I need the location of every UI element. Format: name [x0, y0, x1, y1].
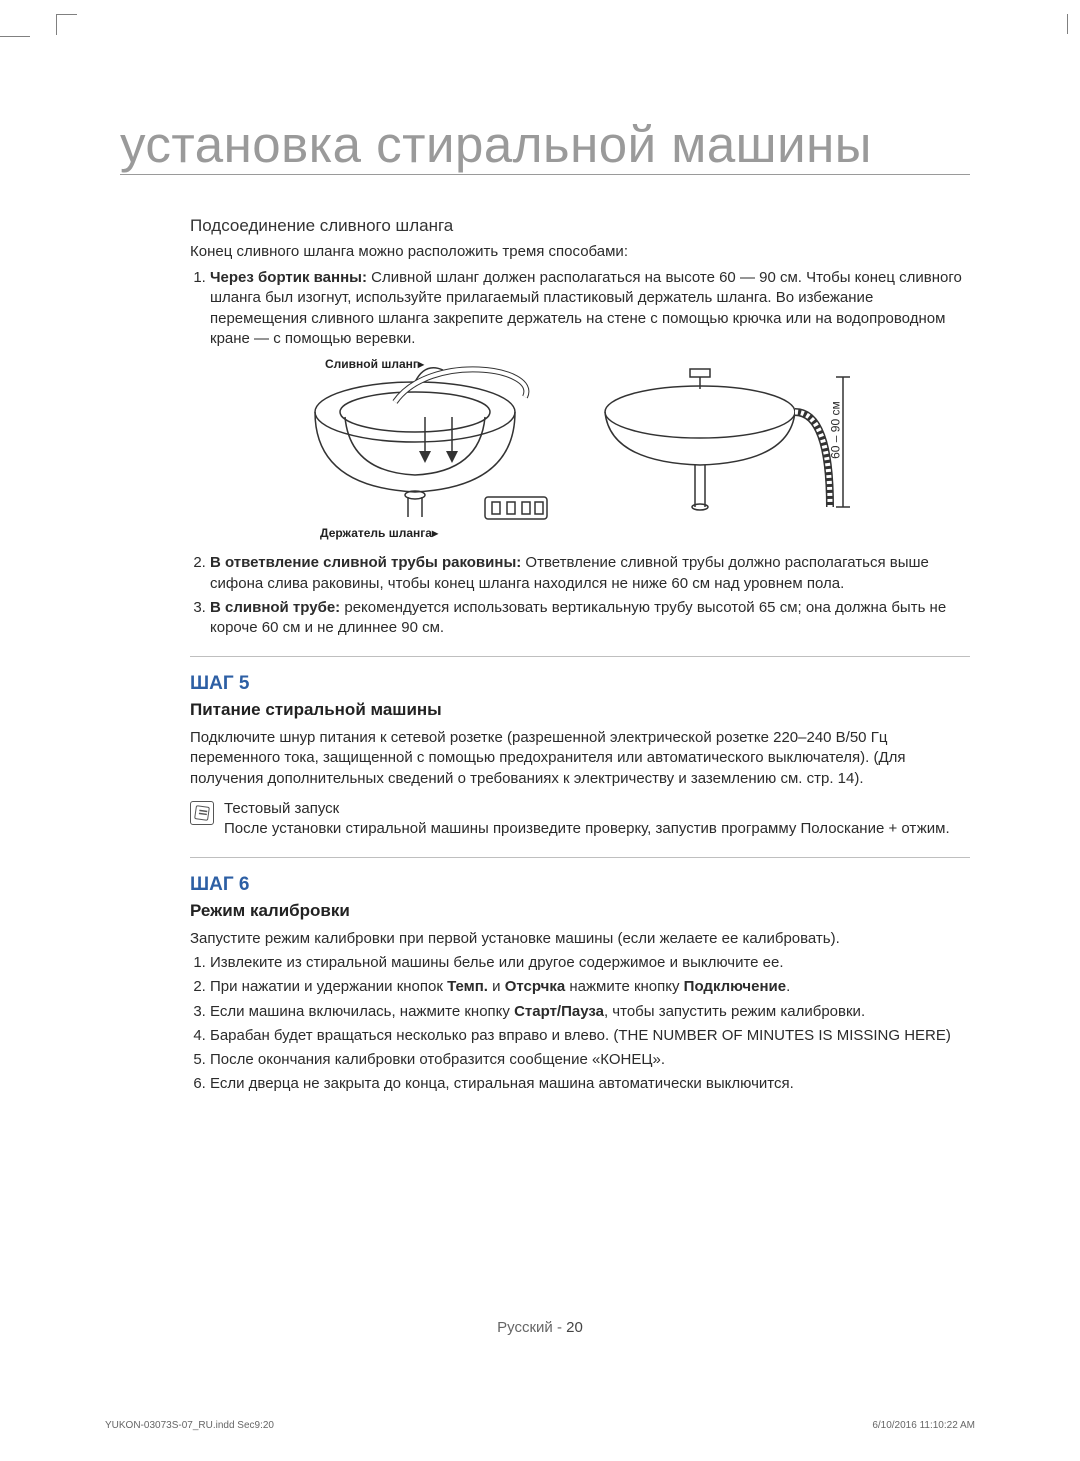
list-item-lead: В сливной трубе: — [210, 599, 340, 616]
step5-subtitle: Питание стиральной машины — [190, 699, 970, 722]
list-item: Через бортик ванны: Сливной шланг должен… — [210, 268, 970, 349]
note-title: Тестовый запуск — [224, 799, 950, 819]
list-item: При нажатии и удержании кнопок Темп. и О… — [210, 977, 970, 997]
diagram-label-height: 60 – 90 см — [828, 401, 844, 459]
list-item-lead: В ответвление сливной трубы раковины: — [210, 554, 521, 571]
step5-title: ШАГ 5 — [190, 671, 970, 697]
diagram-label-hose: Сливной шланг▸ — [325, 356, 424, 372]
crop-mark — [1067, 14, 1070, 34]
page-title: установка стиральной машины — [120, 115, 970, 175]
page-footer: Русский - 20 — [0, 1319, 1080, 1336]
print-metadata: YUKON-03073S-07_RU.indd Sec9:20 6/10/201… — [105, 1420, 975, 1431]
divider — [190, 656, 970, 657]
footer-lang: Русский - — [497, 1319, 566, 1336]
drain-list-2: В ответвление сливной трубы раковины: От… — [190, 553, 970, 638]
drain-diagram: Сливной шланг▸ Держатель шланга▸ 60 – 90… — [190, 357, 970, 543]
list-item: Если дверца не закрыта до конца, стираль… — [210, 1074, 970, 1094]
step6-subtitle: Режим калибровки — [190, 900, 970, 923]
print-timestamp: 6/10/2016 11:10:22 AM — [872, 1420, 975, 1431]
drain-list-1: Через бортик ванны: Сливной шланг должен… — [190, 268, 970, 349]
footer-page-number: 20 — [566, 1319, 583, 1336]
drain-hose-heading: Подсоединение сливного шланга — [190, 215, 970, 238]
step6-title: ШАГ 6 — [190, 872, 970, 898]
list-item: Если машина включилась, нажмите кнопку С… — [210, 1002, 970, 1022]
note-body: После установки стиральной машины произв… — [224, 819, 950, 839]
drain-diagram-svg — [310, 357, 850, 537]
list-item: После окончания калибровки отобразится с… — [210, 1050, 970, 1070]
note-block: Тестовый запуск После установки стиральн… — [190, 799, 970, 840]
crop-mark — [0, 36, 30, 37]
list-item: В ответвление сливной трубы раковины: От… — [210, 553, 970, 594]
list-item: Извлеките из стиральной машины белье или… — [210, 953, 970, 973]
diagram-label-holder: Держатель шланга▸ — [320, 525, 438, 541]
divider — [190, 857, 970, 858]
step6-list: Извлеките из стиральной машины белье или… — [190, 953, 970, 1095]
list-item-lead: Через бортик ванны: — [210, 269, 367, 286]
crop-mark — [56, 14, 77, 35]
list-item: В сливной трубе: рекомендуется использов… — [210, 598, 970, 639]
step5-body: Подключите шнур питания к сетевой розетк… — [190, 728, 970, 789]
print-file: YUKON-03073S-07_RU.indd Sec9:20 — [105, 1420, 274, 1431]
list-item: Барабан будет вращаться несколько раз вп… — [210, 1026, 970, 1046]
drain-hose-intro: Конец сливного шланга можно расположить … — [190, 242, 970, 262]
step6-intro: Запустите режим калибровки при первой ус… — [190, 929, 970, 949]
note-icon — [190, 801, 214, 825]
